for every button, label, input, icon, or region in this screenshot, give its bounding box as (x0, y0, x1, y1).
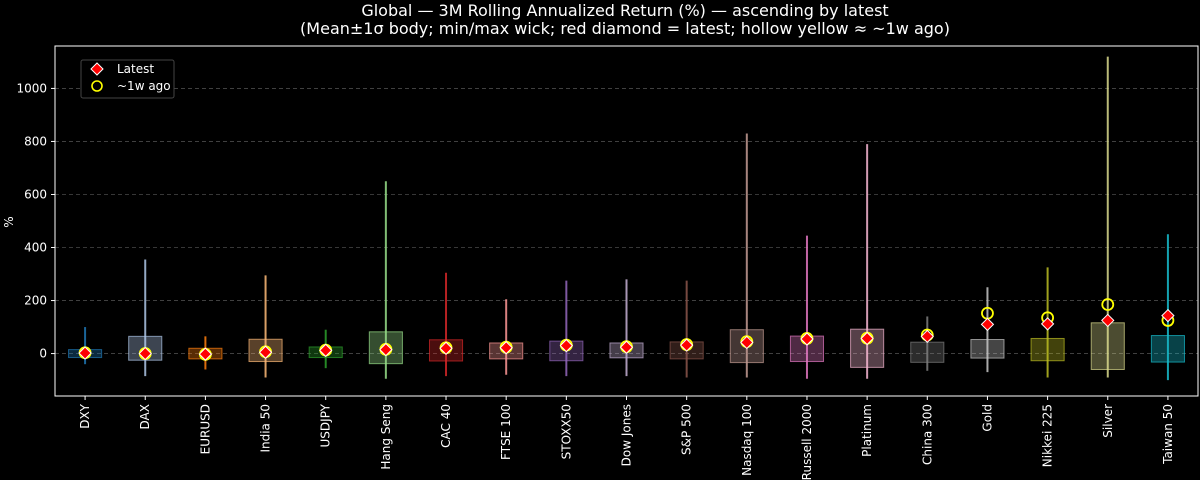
y-tick-label: 600 (24, 187, 47, 201)
x-tick-label-gold: Gold (980, 404, 994, 432)
x-tick-label-nikkei-225: Nikkei 225 (1041, 404, 1055, 467)
latest-marker-hang-seng (379, 342, 393, 357)
y-tick-label: 400 (24, 241, 47, 255)
y-tick-label: 200 (24, 294, 47, 308)
x-tick-label-cac-40: CAC 40 (439, 404, 453, 448)
latest-marker-s-p-500 (679, 338, 694, 352)
x-tick-label-hang-seng: Hang Seng (379, 404, 393, 470)
week-ago-marker-silver (1101, 298, 1115, 311)
x-tick-label-dow-jones: Dow Jones (620, 404, 634, 466)
latest-marker-stoxx50 (559, 338, 574, 353)
latest-marker-silver (1101, 313, 1115, 328)
x-tick-label-silver: Silver (1101, 404, 1115, 438)
latest-marker-dow-jones (619, 340, 634, 354)
x-tick-label-eurusd: EURUSD (198, 404, 212, 454)
legend: Latest ~1w ago (80, 59, 175, 99)
legend-latest-label: Latest (117, 62, 154, 76)
latest-marker-usdjpy (319, 343, 333, 358)
x-tick-label-ftse-100: FTSE 100 (499, 404, 513, 460)
y-tick-label: 800 (24, 134, 47, 148)
latest-marker-russell-2000 (800, 332, 814, 346)
latest-marker-china-300 (920, 329, 934, 344)
chart-subtitle: (Mean±1σ body; min/max wick; red diamond… (300, 19, 950, 38)
x-tick-label-dxy: DXY (78, 403, 92, 428)
x-tick-label-stoxx50: STOXX50 (559, 404, 573, 459)
latest-marker-taiwan-50 (1161, 308, 1175, 323)
x-tick-label-russell-2000: Russell 2000 (800, 404, 814, 480)
body-china-300 (910, 341, 945, 363)
x-tick-label-taiwan-50: Taiwan 50 (1161, 404, 1175, 465)
latest-marker-platinum (860, 331, 874, 346)
body-nikkei-225 (1030, 337, 1065, 362)
body-silver (1090, 322, 1125, 370)
latest-marker-cac-40 (439, 341, 453, 355)
chart-title: Global — 3M Rolling Annualized Return (%… (361, 1, 889, 20)
legend-week-ago-marker (91, 80, 103, 92)
latest-marker-dxy (78, 346, 92, 360)
legend-latest-marker (90, 62, 104, 76)
y-axis-label: % (2, 216, 16, 227)
legend-box (80, 59, 175, 99)
latest-marker-ftse-100 (499, 341, 513, 355)
legend-week-ago-label: ~1w ago (117, 79, 171, 93)
x-tick-label-usdjpy: USDJPY (319, 403, 333, 447)
body-taiwan-50 (1150, 335, 1185, 363)
y-tick-label: 1000 (16, 81, 47, 95)
x-tick-label-nasdaq-100: Nasdaq 100 (740, 404, 754, 476)
latest-marker-eurusd (198, 347, 213, 361)
latest-marker-dax (138, 346, 152, 361)
latest-marker-nikkei-225 (1040, 317, 1055, 331)
x-tick-label-india-50: India 50 (259, 404, 273, 453)
x-tick-label-platinum: Platinum (860, 404, 874, 457)
y-tick-label: 0 (39, 347, 47, 361)
latest-marker-india-50 (258, 345, 273, 359)
x-tick-label-s-p-500: S&P 500 (680, 404, 694, 455)
body-gold (970, 339, 1005, 359)
latest-marker-gold (980, 317, 995, 332)
x-tick-label-dax: DAX (138, 404, 152, 429)
latest-marker-nasdaq-100 (740, 335, 754, 350)
x-tick-label-china-300: China 300 (920, 404, 934, 465)
